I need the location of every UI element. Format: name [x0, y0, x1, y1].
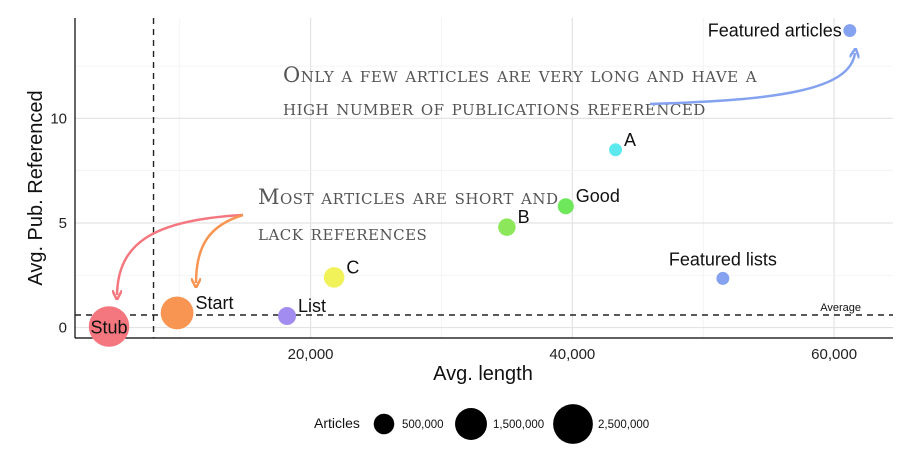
average-label: Average	[820, 302, 861, 314]
y-axis-title: Avg. Pub. Referenced	[25, 90, 47, 285]
point-a	[609, 143, 623, 157]
legend-circle	[373, 413, 395, 435]
label-good: Good	[576, 186, 620, 206]
size-legend: Articles 500,000 1,500,000 2,500,000	[314, 404, 649, 444]
label-featured-articles: Featured articles	[708, 21, 842, 41]
legend-circle	[455, 408, 487, 440]
legend-label: 2,500,000	[598, 419, 649, 431]
annotation-arrow-orange	[196, 213, 244, 283]
point-featured-lists	[716, 271, 730, 285]
label-featured-lists: Featured lists	[669, 249, 777, 269]
point-featured-articles	[843, 24, 857, 38]
annotation-arrow-red	[117, 213, 244, 295]
legend-label: 1,500,000	[493, 419, 544, 431]
y-tick-label: 0	[59, 320, 67, 337]
label-c: C	[346, 257, 359, 277]
label-list: List	[298, 296, 326, 316]
grid-lines	[75, 18, 893, 338]
label-stub: Stub	[91, 317, 128, 337]
point-list	[278, 307, 297, 326]
legend-title: Articles	[314, 415, 360, 431]
label-start: Start	[196, 293, 234, 313]
y-tick-label: 5	[59, 215, 67, 232]
x-ticks: 20,000 40,000 60,000	[288, 346, 857, 363]
point-labels: Stub Start List C B Good A Featured lists Featur…	[91, 21, 842, 338]
point-b	[498, 218, 516, 236]
legend-label: 500,000	[402, 419, 444, 431]
point-c	[323, 267, 345, 288]
annotation-long-articles-line1: Only a few articles are very long and ha…	[283, 63, 757, 87]
x-tick-label: 60,000	[811, 346, 857, 363]
annotation-short-articles-line2: lack references	[258, 221, 427, 245]
y-ticks: 0 5 10	[50, 110, 67, 336]
annotation-arrow-blue	[649, 53, 855, 106]
legend-circle	[553, 404, 593, 444]
point-start	[160, 296, 194, 330]
label-a: A	[624, 130, 636, 150]
point-good	[557, 198, 574, 215]
point-stub	[88, 306, 130, 347]
x-tick-label: 40,000	[549, 346, 595, 363]
data-points	[88, 24, 857, 347]
y-tick-label: 10	[50, 110, 67, 127]
annotation-long-articles-line2: high number of publications referenced	[283, 96, 706, 120]
x-axis-title: Avg. length	[433, 363, 533, 385]
annotation-short-articles-line1: Most articles are short and	[258, 185, 559, 209]
x-tick-label: 20,000	[288, 346, 334, 363]
label-b: B	[518, 207, 530, 227]
